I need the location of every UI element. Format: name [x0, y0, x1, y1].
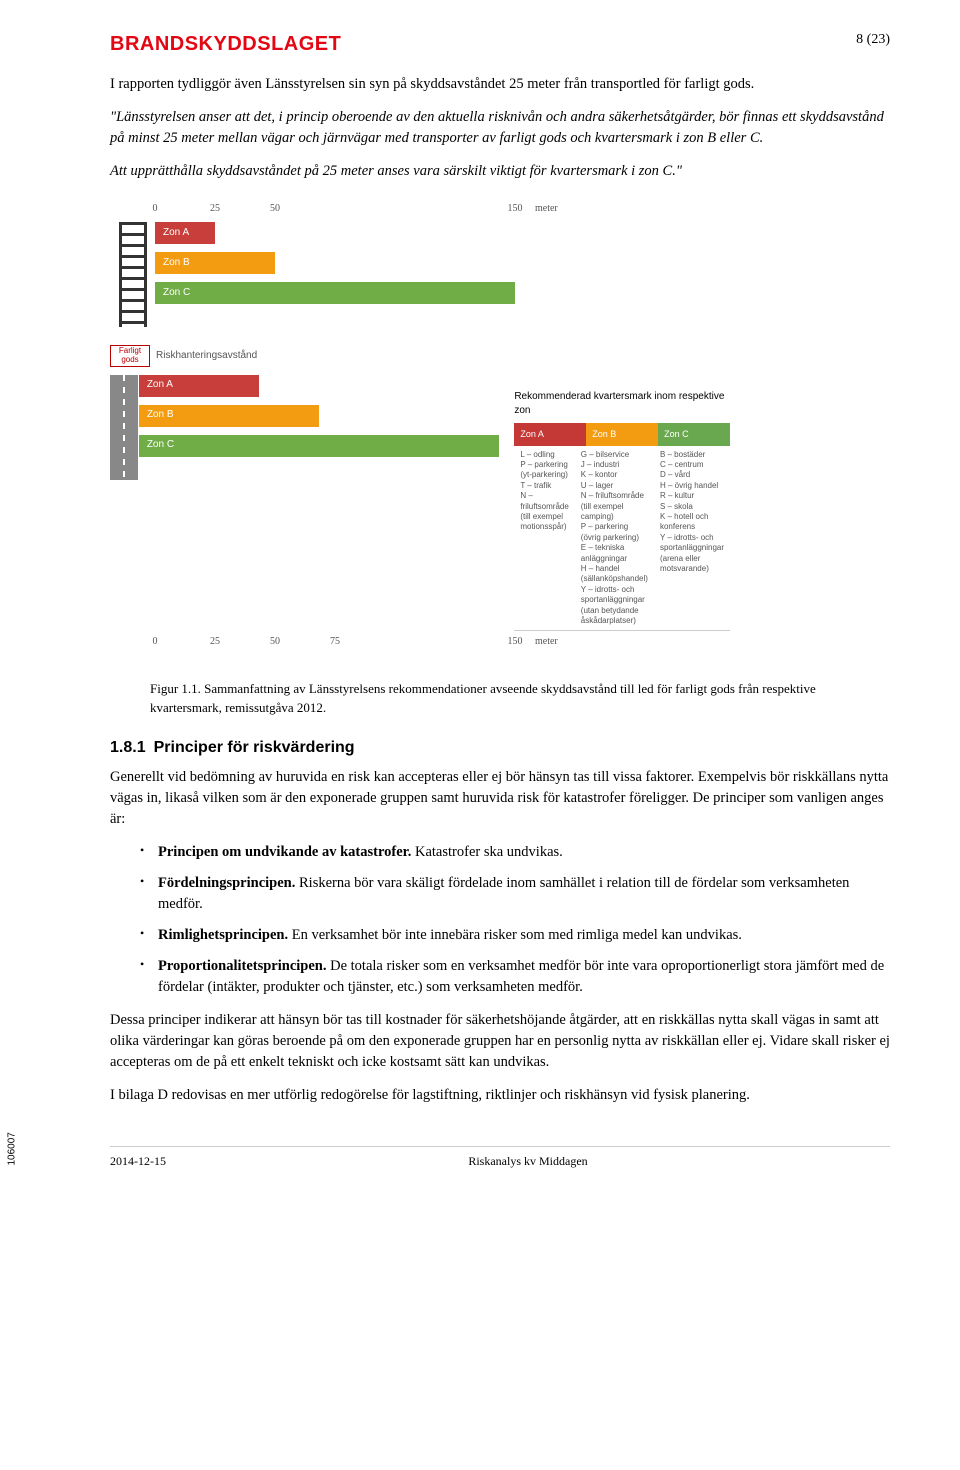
- zone-bar-c: Zon C: [139, 435, 499, 457]
- side-doc-id: 106007: [6, 1132, 21, 1165]
- zone-bar-c: Zon C: [155, 282, 515, 304]
- legend-header-c: Zon C: [658, 423, 730, 446]
- figure-caption: Figur 1.1. Sammanfattning av Länsstyrels…: [150, 680, 890, 718]
- scale-tick: 50: [270, 635, 280, 650]
- zone-legend: Rekommenderad kvartersmark inom respekti…: [514, 390, 730, 632]
- legend-col-a: L – odlingP – parkering (yt-parkering)T …: [514, 446, 574, 631]
- principle-text: En verksamhet bör inte innebära risker s…: [288, 927, 742, 943]
- footer-date: 2014-12-15: [110, 1153, 166, 1170]
- section-paragraph-2: Dessa principer indikerar att hänsyn bör…: [110, 1010, 890, 1073]
- section-paragraph-3: I bilaga D redovisas en mer utförlig red…: [110, 1085, 890, 1106]
- scale-unit: meter: [535, 202, 765, 217]
- legend-col-b: G – bilserviceJ – industriK – kontorU – …: [575, 446, 654, 631]
- principle-item: Fördelningsprincipen. Riskerna bör vara …: [140, 873, 890, 915]
- logo: BRANDSKYDDSLAGET: [110, 30, 341, 59]
- riskhantering-label: Riskhanteringsavstånd: [156, 349, 257, 364]
- scale-tick: 150: [508, 202, 523, 217]
- scale-tick: 0: [153, 635, 158, 650]
- zones-diagram: 02550150meter Zon AZon BZon C Farligt go…: [110, 202, 890, 655]
- scale-tick: 50: [270, 202, 280, 217]
- scale-top: 02550150meter: [155, 202, 730, 222]
- page-number: 8 (23): [856, 30, 890, 50]
- scale-tick: 25: [210, 202, 220, 217]
- zone-bar-a: Zon A: [139, 375, 259, 397]
- zone-bar-a: Zon A: [155, 222, 215, 244]
- zone-bar-b: Zon B: [155, 252, 275, 274]
- quote-paragraph-2: Att upprätthålla skyddsavståndet på 25 m…: [110, 161, 890, 182]
- legend-header-b: Zon B: [586, 423, 658, 446]
- scale-bottom: 0255075150meter: [155, 635, 730, 655]
- legend-col-c: B – bostäderC – centrumD – vårdH – övrig…: [654, 446, 730, 631]
- scale-tick: 0: [153, 202, 158, 217]
- principle-name: Principen om undvikande av katastrofer.: [158, 844, 411, 860]
- scale-tick: 150: [508, 635, 523, 650]
- intro-paragraph: I rapporten tydliggör även Länsstyrelsen…: [110, 74, 890, 95]
- principle-name: Rimlighetsprincipen.: [158, 927, 288, 943]
- scale-unit: meter: [535, 635, 765, 650]
- section-paragraph-1: Generellt vid bedömning av huruvida en r…: [110, 767, 890, 830]
- principle-name: Proportionalitetsprincipen.: [158, 958, 327, 974]
- principle-text: Katastrofer ska undvikas.: [411, 844, 562, 860]
- principles-list: Principen om undvikande av katastrofer. …: [140, 842, 890, 998]
- zone-bar-b: Zon B: [139, 405, 319, 427]
- principle-item: Rimlighetsprincipen. En verksamhet bör i…: [140, 925, 890, 946]
- railway-icon: [119, 222, 147, 327]
- section-title: Principer för riskvärdering: [154, 739, 355, 756]
- legend-title: Rekommenderad kvartersmark inom respekti…: [514, 390, 730, 419]
- legend-header-a: Zon A: [514, 423, 586, 446]
- footer-doc-title: Riskanalys kv Middagen: [468, 1153, 587, 1170]
- quote-paragraph-1: "Länsstyrelsen anser att det, i princip …: [110, 107, 890, 149]
- farligt-gods-tag: Farligt gods: [110, 345, 150, 367]
- scale-tick: 25: [210, 635, 220, 650]
- section-number: 1.8.1: [110, 739, 146, 756]
- road-icon: [110, 375, 138, 480]
- section-heading: 1.8.1 Principer för riskvärdering: [110, 736, 890, 759]
- principle-name: Fördelningsprincipen.: [158, 875, 295, 891]
- page-footer: 2014-12-15 Riskanalys kv Middagen 106007: [110, 1146, 890, 1170]
- principle-item: Proportionalitetsprincipen. De totala ri…: [140, 956, 890, 998]
- scale-tick: 75: [330, 635, 340, 650]
- principle-item: Principen om undvikande av katastrofer. …: [140, 842, 890, 863]
